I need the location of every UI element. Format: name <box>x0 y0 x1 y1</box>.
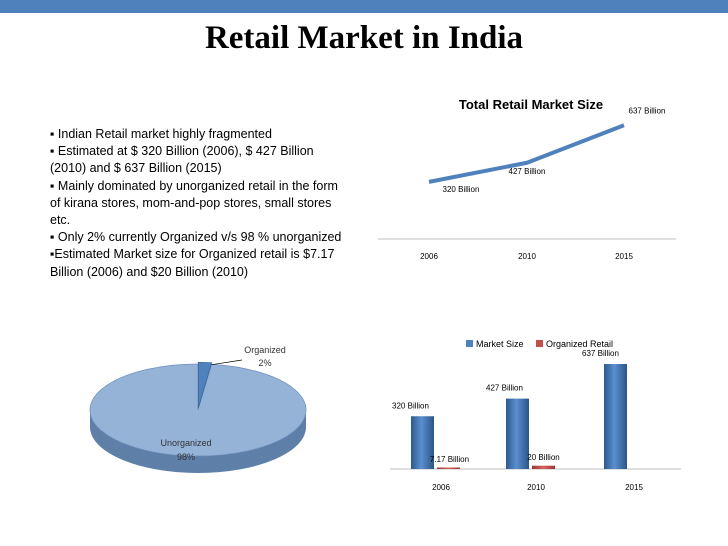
pie-slice-unorganized <box>89 363 307 457</box>
bar-x-tick-label: 2015 <box>625 483 643 492</box>
line-x-tick-label: 2006 <box>420 252 438 261</box>
bar-market-size-label: 427 Billion <box>486 384 523 393</box>
pie-slice-organized <box>197 361 213 409</box>
line-data-label: 637 Billion <box>629 106 666 115</box>
pie-chart: Organized 2% Unorganized 98% <box>89 345 307 473</box>
bar-market-size <box>411 416 434 469</box>
pie-leader-line <box>211 359 243 366</box>
bar-organized-retail <box>437 467 460 469</box>
bullet-item: ▪ Only 2% currently Organized v/s 98 % u… <box>50 230 342 245</box>
bar-chart: Market Size Organized Retail 320 Billion… <box>390 339 681 492</box>
bar-x-tick-label: 2010 <box>527 483 545 492</box>
line-x-tick-label: 2015 <box>615 252 633 261</box>
legend-label-market-size: Market Size <box>476 339 524 349</box>
line-x-tick-label: 2010 <box>518 252 536 261</box>
line-chart: Total Retail Market Size 320 Billion 2006… <box>378 97 676 261</box>
bar-organized-retail-label: 20 Billion <box>527 453 559 462</box>
line-data-label: 320 Billion <box>443 185 480 194</box>
slide-title: Retail Market in India <box>204 20 524 56</box>
bullet-item: ▪ Mainly dominated by unorganized retail… <box>50 178 338 228</box>
pie-label-organized-name: Organized <box>244 345 286 355</box>
pie-label-unorganized-name: Unorganized <box>160 438 211 448</box>
bullet-item: ▪Estimated Market size for Organized ret… <box>50 247 335 279</box>
legend-swatch-market-size <box>466 340 473 347</box>
pie-side-wall <box>90 410 306 473</box>
top-accent-bar <box>0 0 728 13</box>
line-data-label: 427 Billion <box>509 167 546 176</box>
bar-x-tick-label: 2006 <box>432 483 450 492</box>
bullet-list: ▪ Indian Retail market highly fragmented… <box>50 126 350 281</box>
bar-market-size <box>506 398 529 469</box>
line-chart-title: Total Retail Market Size <box>459 97 603 112</box>
pie-label-unorganized-value: 98% <box>177 452 195 462</box>
bar-organized-retail <box>532 465 555 469</box>
line-series <box>428 123 625 184</box>
bar-market-size-label: 320 Billion <box>392 401 429 410</box>
bar-market-size <box>604 364 627 469</box>
legend-swatch-organized-retail <box>536 340 543 347</box>
pie-label-organized-value: 2% <box>258 358 271 368</box>
bullet-item: ▪ Estimated at $ 320 Billion (2006), $ 4… <box>50 144 314 176</box>
bullet-item: ▪ Indian Retail market highly fragmented <box>50 127 272 141</box>
legend-label-organized-retail: Organized Retail <box>546 339 613 349</box>
bar-organized-retail-label: 7.17 Billion <box>430 455 469 464</box>
bar-market-size-label: 637 Billion <box>582 349 619 358</box>
